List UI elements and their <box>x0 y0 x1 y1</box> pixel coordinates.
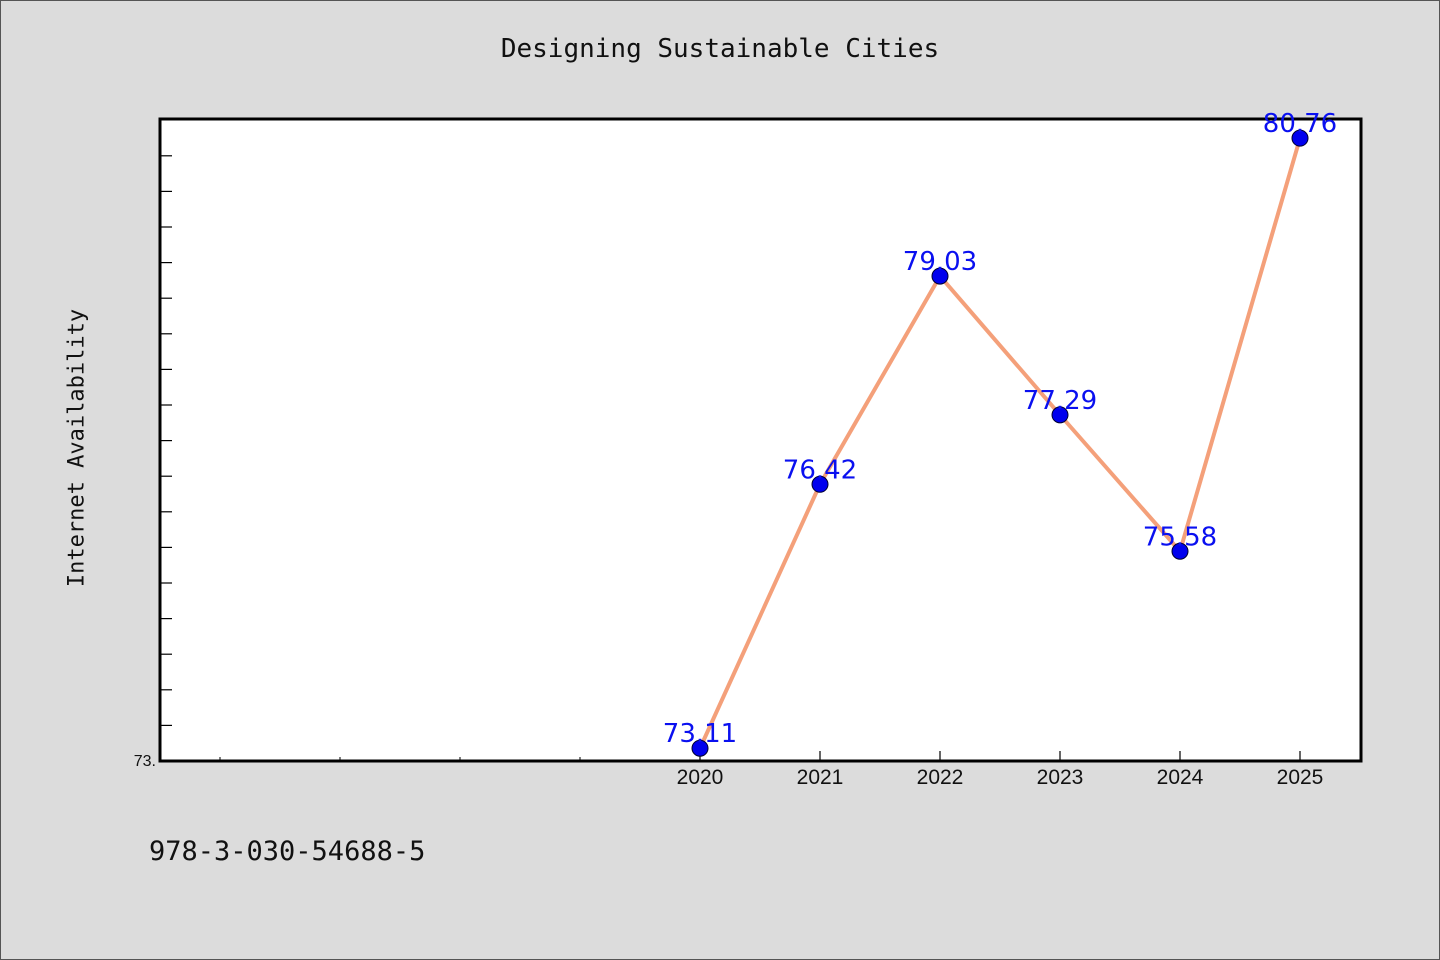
x-tick-label: 2025 <box>1277 766 1324 789</box>
x-tick-label: 2021 <box>797 766 844 789</box>
data-point <box>931 267 949 285</box>
x-tick-label: 2020 <box>677 766 724 789</box>
data-point <box>691 739 709 757</box>
data-label: 77.29 <box>1023 386 1097 416</box>
data-label: 79.03 <box>903 247 977 277</box>
data-point <box>811 475 829 493</box>
x-tick-label: 2024 <box>1157 766 1204 789</box>
y-tick-label: 73. <box>134 753 156 770</box>
x-axis-ticks: 2020 2021 2022 2023 2024 2025 <box>219 751 1324 789</box>
x-tick-label: 2023 <box>1037 766 1084 789</box>
data-point <box>1171 542 1189 560</box>
data-point <box>1291 129 1309 147</box>
y-axis-ticks <box>160 155 172 727</box>
data-label: 76.42 <box>783 455 857 485</box>
series-line <box>698 137 1302 750</box>
isbn-footer: 978-3-030-54688-5 <box>149 836 426 867</box>
data-point <box>1051 406 1069 424</box>
data-label: 73.11 <box>663 719 737 749</box>
chart-title: Designing Sustainable Cities <box>500 34 940 64</box>
plot-area <box>158 117 1363 763</box>
x-tick-label: 2022 <box>917 766 964 789</box>
data-label: 80.76 <box>1263 109 1337 139</box>
data-label: 75.58 <box>1143 522 1217 552</box>
series-group: 73.11 76.42 79.03 77.29 75.58 80.76 <box>663 109 1337 757</box>
